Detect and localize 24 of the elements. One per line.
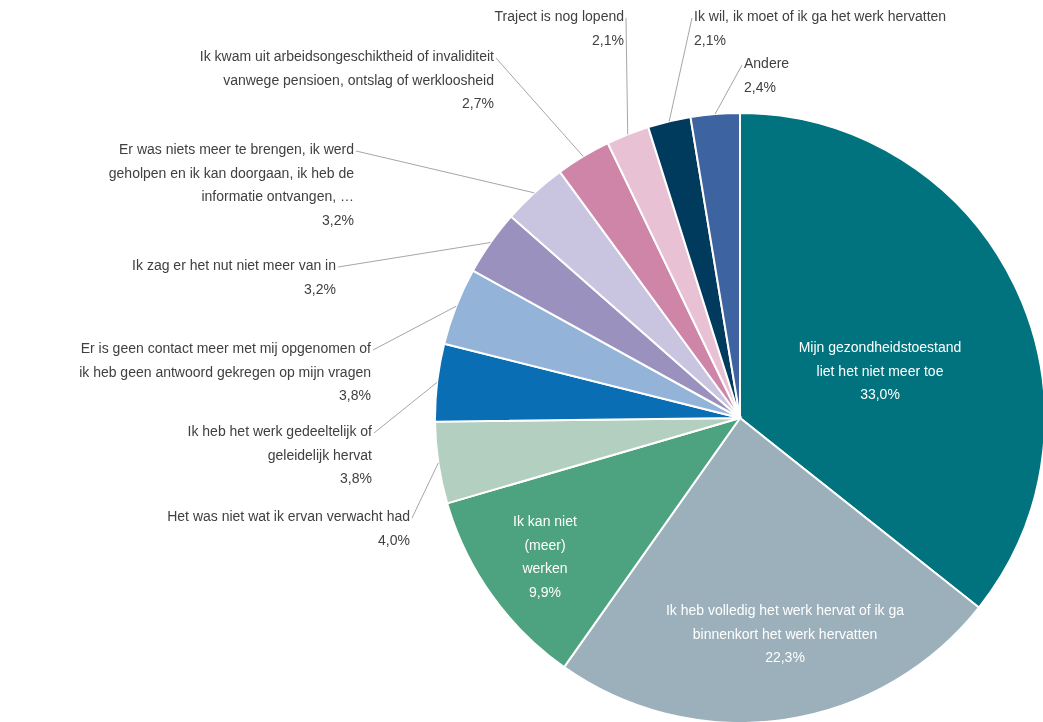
slice-label: Mijn gezondheidstoestand liet het niet meer toe xyxy=(798,339,962,379)
slice-label: Ik heb het werk gedeeltelijk of geleidelijk hervat xyxy=(187,423,373,463)
data-label: 3,2% xyxy=(304,280,336,297)
data-label: 9,9% xyxy=(529,583,561,600)
slice-label: Er is geen contact meer met mij opgenomen of ik heb geen antwoord gekregen op mijn vragen xyxy=(79,340,372,380)
slice-label: Ik heb volledig het werk hervat of ik ga binnenkort het werk hervatten xyxy=(665,602,905,642)
data-label: 2,1% xyxy=(694,31,726,48)
slice-label: Andere xyxy=(744,55,790,71)
slice-label: Ik zag er het nut niet meer van in xyxy=(132,257,336,273)
data-label: 3,2% xyxy=(322,211,354,228)
slice-label: Ik kwam uit arbeidsongeschiktheid of invaliditeit vanwege pensioen, ontslag of werkloosheid xyxy=(199,48,495,88)
data-label: 3,8% xyxy=(339,387,371,403)
slice-label: Het was niet wat ik ervan verwacht had xyxy=(167,508,410,524)
data-label: 33,0% xyxy=(860,386,900,402)
data-label: 2,1% xyxy=(592,31,624,48)
slice-label: Ik wil, ik moet of ik ga het werk hervatten xyxy=(694,8,947,24)
slice-label: Traject is nog lopend xyxy=(494,8,624,24)
data-label: 4,0% xyxy=(378,531,410,548)
slice-label: Ik kan niet (meer) werken xyxy=(513,513,578,576)
data-label: 2,4% xyxy=(744,78,776,95)
slice-label: Er was niets meer te brengen, ik werd geholpen en ik kan doorgaan, ik heb de informatie ontvangen, … xyxy=(108,141,355,204)
data-label: 2,7% xyxy=(462,95,494,111)
data-label: 22,3% xyxy=(765,649,805,665)
data-label: 3,8% xyxy=(340,470,372,486)
